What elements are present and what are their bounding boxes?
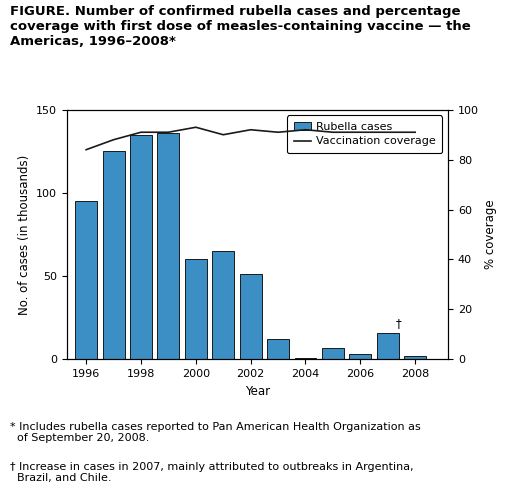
- Bar: [158, 133, 179, 359]
- Bar: [349, 354, 371, 359]
- Bar: [404, 356, 426, 359]
- Bar: [185, 259, 207, 359]
- Bar: [212, 251, 234, 359]
- Bar: [295, 358, 316, 359]
- Text: † Increase in cases in 2007, mainly attributed to outbreaks in Argentina,
  Braz: † Increase in cases in 2007, mainly attr…: [10, 462, 414, 483]
- Bar: [322, 348, 344, 359]
- Bar: [239, 274, 262, 359]
- Y-axis label: No. of cases (in thousands): No. of cases (in thousands): [18, 154, 31, 315]
- Text: FIGURE. Number of confirmed rubella cases and percentage
coverage with first dos: FIGURE. Number of confirmed rubella case…: [10, 5, 471, 48]
- Bar: [130, 135, 152, 359]
- Bar: [267, 339, 289, 359]
- X-axis label: Year: Year: [245, 385, 270, 398]
- Y-axis label: % coverage: % coverage: [484, 200, 497, 269]
- Legend: Rubella cases, Vaccination coverage: Rubella cases, Vaccination coverage: [287, 115, 442, 153]
- Bar: [102, 151, 125, 359]
- Text: †: †: [396, 317, 402, 330]
- Bar: [75, 201, 97, 359]
- Bar: [377, 333, 399, 359]
- Text: * Includes rubella cases reported to Pan American Health Organization as
  of Se: * Includes rubella cases reported to Pan…: [10, 422, 421, 443]
